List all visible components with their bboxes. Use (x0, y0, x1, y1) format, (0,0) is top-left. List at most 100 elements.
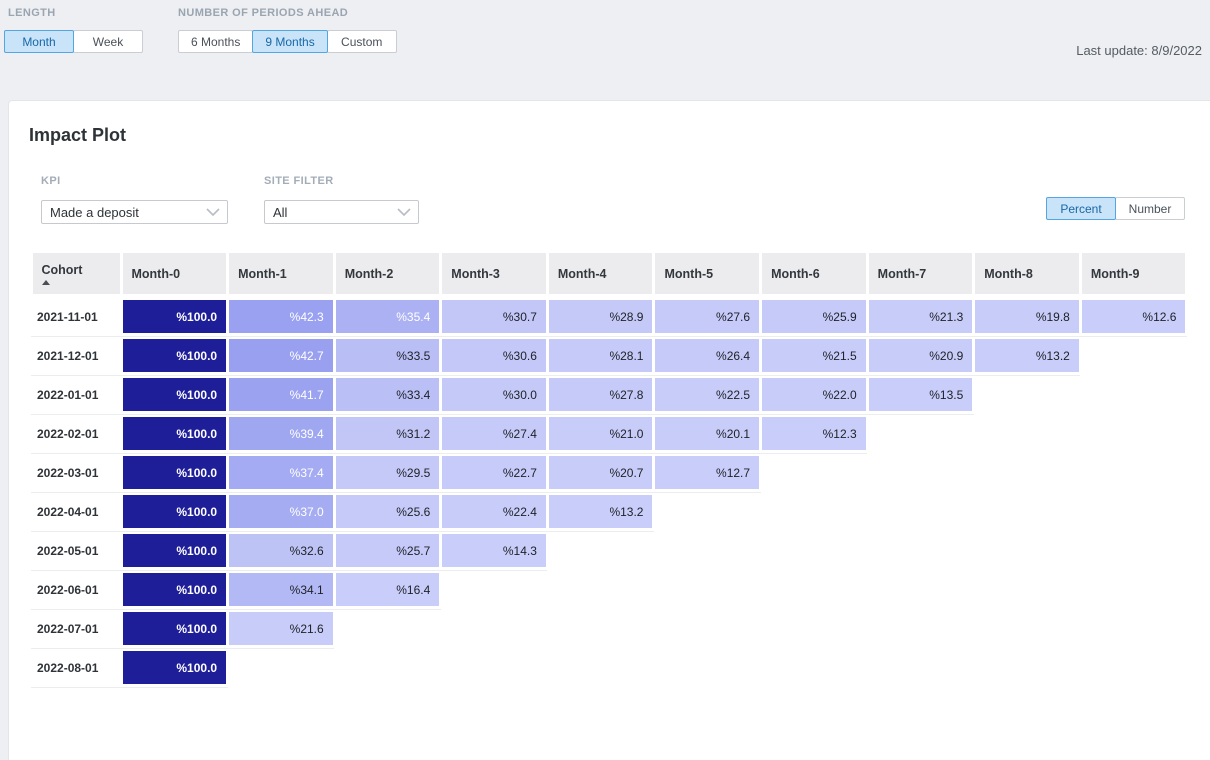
chevron-down-icon (206, 208, 220, 216)
heat-cell: %20.7 (547, 454, 654, 493)
column-header-cohort[interactable]: Cohort (31, 253, 121, 298)
heat-cell-value: %25.7 (335, 534, 440, 567)
heat-cell-value: %21.0 (548, 417, 653, 450)
heat-cell: %100.0 (121, 610, 228, 649)
heat-cell-value: %100.0 (122, 456, 227, 489)
heat-cell-value: %33.5 (335, 339, 440, 372)
cohort-date-cell: 2022-04-01 (31, 493, 121, 532)
last-update-text: Last update: 8/9/2022 (1076, 43, 1202, 58)
heat-cell: %30.0 (440, 376, 548, 415)
heat-cell (974, 376, 1081, 415)
site-filter-select[interactable]: All (264, 200, 419, 224)
heat-cell: %22.0 (760, 376, 868, 415)
heat-cell (867, 493, 974, 532)
chevron-down-icon (397, 208, 411, 216)
column-header-month-8[interactable]: Month-8 (974, 253, 1081, 298)
heat-cell (1080, 571, 1187, 610)
column-header-month-1[interactable]: Month-1 (228, 253, 335, 298)
segment-button-month[interactable]: Month (4, 30, 74, 53)
heat-cell: %13.2 (547, 493, 654, 532)
heat-cell: %26.4 (653, 337, 761, 376)
column-header-label: Month-1 (238, 266, 287, 281)
table-row: 2022-07-01 %100.0 %21.6 (31, 610, 1187, 649)
column-header-month-5[interactable]: Month-5 (654, 253, 761, 298)
heat-cell: %39.4 (227, 415, 335, 454)
heat-cell: %25.7 (334, 532, 441, 571)
heat-cell: %21.5 (760, 337, 868, 376)
heat-cell-value: %19.8 (975, 300, 1079, 333)
heat-cell-value: %30.0 (442, 378, 546, 411)
heat-cell-value: %27.8 (548, 378, 653, 411)
column-header-month-9[interactable]: Month-9 (1080, 253, 1187, 298)
heat-cell (1080, 454, 1187, 493)
heat-cell-value: %21.6 (229, 612, 333, 645)
heat-cell-value: %29.5 (335, 456, 440, 489)
column-header-label: Month-6 (771, 266, 820, 281)
heat-cell-value: %41.7 (229, 378, 333, 411)
segment-button-week[interactable]: Week (73, 30, 143, 53)
heat-cell-value: %100.0 (122, 417, 227, 450)
heat-cell-value: %28.1 (548, 339, 653, 372)
heat-cell (974, 649, 1081, 688)
heat-cell-value: %13.2 (975, 339, 1079, 372)
column-header-month-3[interactable]: Month-3 (441, 253, 548, 298)
heat-cell (867, 532, 974, 571)
column-header-month-0[interactable]: Month-0 (121, 253, 228, 298)
heat-cell: %100.0 (121, 532, 228, 571)
heat-cell (654, 532, 761, 571)
heat-cell (1080, 649, 1187, 688)
heat-cell-value: %16.4 (335, 573, 440, 606)
heat-cell: %100.0 (121, 649, 228, 688)
sort-ascending-icon (41, 279, 50, 285)
column-header-month-7[interactable]: Month-7 (867, 253, 974, 298)
cohort-date-cell: 2022-02-01 (31, 415, 121, 454)
heat-cell-value: %20.9 (868, 339, 973, 372)
heat-cell (1080, 610, 1187, 649)
column-header-month-4[interactable]: Month-4 (547, 253, 654, 298)
segment-button-9-months[interactable]: 9 Months (252, 30, 328, 53)
heat-cell-value: %100.0 (122, 339, 227, 372)
heat-cell: %100.0 (121, 376, 228, 415)
heat-cell-value: %13.5 (868, 378, 973, 411)
heat-cell: %27.4 (440, 415, 548, 454)
heat-cell-value: %13.2 (548, 495, 653, 528)
length-toggle: Month Week (4, 30, 143, 53)
segment-button-6-months[interactable]: 6 Months (178, 30, 254, 53)
heat-cell: %41.7 (227, 376, 335, 415)
heat-cell: %42.7 (227, 337, 335, 376)
heat-cell: %12.6 (1080, 298, 1187, 337)
heat-cell: %25.6 (334, 493, 441, 532)
heat-cell: %100.0 (121, 337, 228, 376)
heat-cell (654, 610, 761, 649)
heat-cell (867, 454, 974, 493)
heat-cell (547, 649, 654, 688)
heat-cell (867, 649, 974, 688)
heat-cell-value: %12.6 (1081, 300, 1186, 333)
heat-cell (974, 415, 1081, 454)
cohort-date-cell: 2021-12-01 (31, 337, 121, 376)
heat-cell-value: %42.7 (229, 339, 333, 372)
heat-cell: %21.6 (227, 610, 335, 649)
heat-cell (761, 493, 868, 532)
heat-cell (867, 415, 974, 454)
periods-ahead-toggle: 6 Months 9 Months Custom (178, 30, 397, 53)
heat-cell-value: %20.7 (548, 456, 653, 489)
column-header-month-6[interactable]: Month-6 (761, 253, 868, 298)
segment-button-number[interactable]: Number (1115, 197, 1185, 220)
heat-cell-value: %21.3 (868, 300, 973, 333)
heat-cell: %29.5 (334, 454, 441, 493)
kpi-select[interactable]: Made a deposit (41, 200, 228, 224)
heat-cell (867, 571, 974, 610)
segment-button-custom[interactable]: Custom (326, 30, 397, 53)
heat-cell-value: %25.6 (335, 495, 440, 528)
heat-cell-value: %35.4 (335, 300, 440, 333)
column-header-month-2[interactable]: Month-2 (334, 253, 441, 298)
heat-cell (761, 571, 868, 610)
heat-cell-value: %22.5 (655, 378, 760, 411)
heat-cell-value: %14.3 (442, 534, 546, 567)
heat-cell: %30.7 (440, 298, 548, 337)
impact-plot-panel: Impact Plot KPI Made a deposit SITE FILT… (8, 100, 1210, 760)
table-body: 2021-11-01 %100.0 %42.3 %35.4 %30.7 %28.9 %27.… (31, 298, 1187, 688)
segment-button-percent[interactable]: Percent (1046, 197, 1116, 220)
heat-cell (761, 454, 868, 493)
